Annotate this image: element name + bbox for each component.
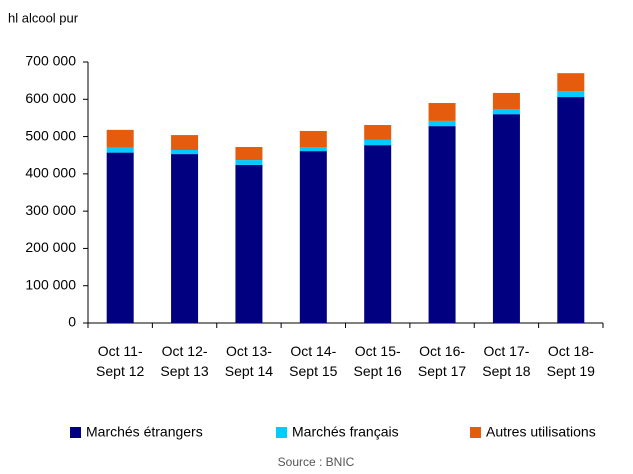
x-tick-label: Oct 14- Sept 15 <box>289 343 338 379</box>
bar-segment <box>235 147 263 161</box>
y-tick-label: 200 000 <box>25 239 76 255</box>
bar-segment <box>299 151 327 323</box>
bar-segment <box>492 92 520 109</box>
y-axis-label: hl alcool pur <box>8 10 79 25</box>
bar-segment <box>492 108 520 115</box>
legend-label: Marchés étrangers <box>86 424 203 440</box>
bar-segment <box>428 126 456 323</box>
bar-segment <box>492 114 520 323</box>
bar-segment <box>106 147 134 153</box>
bar-segment <box>299 130 327 148</box>
bar-segment <box>557 91 585 98</box>
bar-segment <box>428 120 456 127</box>
bar-segment <box>364 139 392 146</box>
bar-segment <box>171 135 199 150</box>
x-tick-label: Oct 13- Sept 14 <box>224 343 274 379</box>
legend-swatch <box>70 427 81 438</box>
bar-segment <box>235 160 263 165</box>
y-tick-label: 600 000 <box>25 90 76 106</box>
bar-segment <box>106 152 134 323</box>
bar-segment <box>106 129 134 148</box>
y-tick-label: 100 000 <box>25 276 76 292</box>
bar-segment <box>364 145 392 323</box>
legend-swatch <box>470 427 481 438</box>
bar-segment <box>557 73 585 92</box>
legend-label: Autres utilisations <box>486 424 596 440</box>
y-tick-label: 400 000 <box>25 165 76 181</box>
y-tick-label: 500 000 <box>25 127 76 143</box>
bar-segment <box>557 97 585 323</box>
y-tick-label: 700 000 <box>25 53 76 69</box>
x-tick-label: Oct 15- Sept 16 <box>353 343 402 379</box>
x-tick-label: Oct 16- Sept 17 <box>417 343 467 379</box>
y-tick-label: 300 000 <box>25 202 76 218</box>
bar-segment <box>299 147 327 152</box>
bar-segment <box>171 154 199 323</box>
bar-segment <box>171 149 199 155</box>
bar-segment <box>235 164 263 323</box>
legend-label: Marchés français <box>292 424 399 440</box>
bar-segment <box>364 125 392 140</box>
x-tick-label: Oct 12- Sept 13 <box>160 343 209 379</box>
x-tick-label: Oct 17- Sept 18 <box>482 343 531 379</box>
x-tick-label: Oct 18- Sept 19 <box>546 343 595 379</box>
y-tick-label: 0 <box>68 314 76 330</box>
x-tick-label: Oct 11- Sept 12 <box>96 343 145 379</box>
source: Source : BNIC <box>278 455 355 469</box>
legend-swatch <box>276 427 287 438</box>
bar-segment <box>428 103 456 121</box>
